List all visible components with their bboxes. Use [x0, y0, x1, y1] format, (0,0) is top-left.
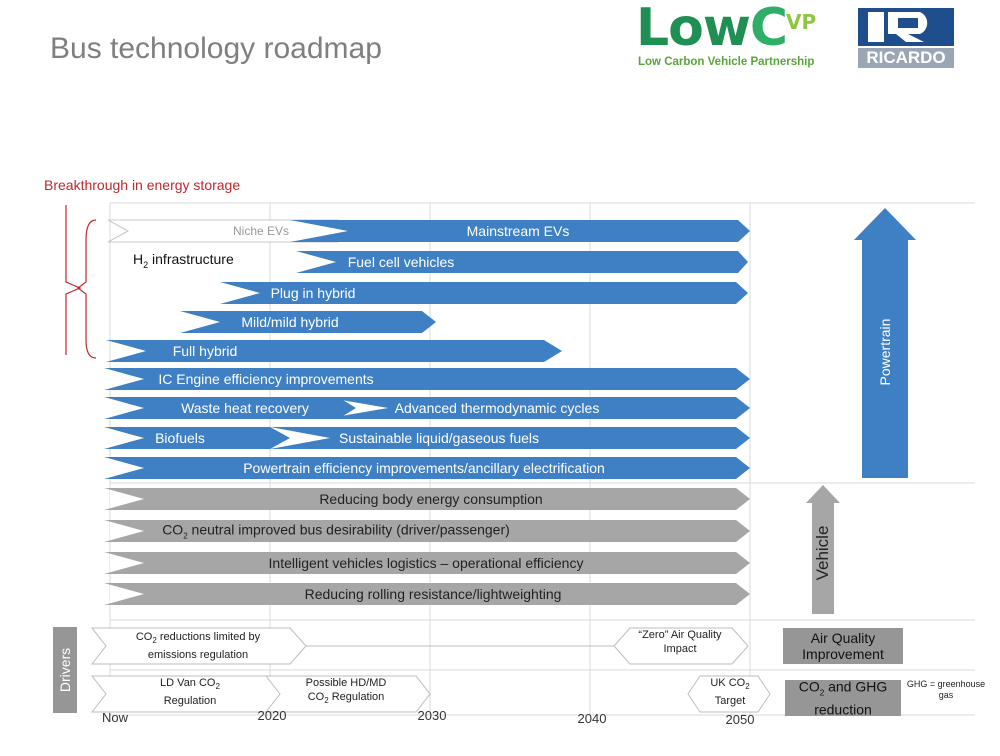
powertrain-bars [104, 220, 750, 479]
vehicle-category-arrow [806, 485, 840, 614]
ic-engine-label: IC Engine efficiency improvements [158, 371, 374, 387]
plug-in-hybrid-label: Plug in hybrid [270, 285, 356, 301]
waste-heat-bar [104, 397, 356, 419]
drivers-category-label: Drivers [57, 647, 73, 693]
tick-2020: 2020 [257, 708, 287, 723]
hd-md-label: Possible HD/MD CO2 Regulation [305, 676, 387, 706]
intelligent-logistics-bar [104, 552, 750, 574]
full-hybrid-label: Full hybrid [172, 343, 238, 359]
vehicle-category-label: Vehicle [813, 525, 832, 581]
fuel-cell-label: Fuel cell vehicles [347, 254, 455, 270]
body-energy-label: Reducing body energy consumption [319, 491, 543, 507]
breakthrough-label: Breakthrough in energy storage [44, 177, 241, 193]
co2-ghg-box [785, 680, 901, 716]
ghg-note: GHG = greenhouse gas [906, 679, 986, 700]
advanced-thermo-bar [324, 397, 750, 419]
page-title: Bus technology roadmap [50, 32, 382, 65]
full-hybrid-bar [106, 340, 562, 362]
h2-bracket [77, 219, 97, 359]
h2-infrastructure-label: H2 infrastructure [133, 251, 234, 270]
hd-md-shape [264, 675, 431, 713]
tick-2050: 2050 [725, 712, 755, 727]
biofuels-label: Biofuels [155, 430, 205, 446]
powertrain-category-label: Powertrain [877, 318, 893, 386]
powertrain-category-arrow [854, 208, 916, 478]
biofuels-bar [104, 427, 290, 449]
intelligent-logistics-label: Intelligent vehicles logistics – operati… [268, 555, 584, 571]
drivers-category-box [53, 627, 77, 713]
ricardo-logo: RICARDO [858, 8, 954, 68]
co2-limited-label: CO2 reductions limited by emissions regu… [135, 630, 261, 662]
air-quality-box [783, 628, 903, 664]
sustainable-fuels-label: Sustainable liquid/gaseous fuels [338, 430, 540, 446]
plug-in-hybrid-bar [220, 282, 748, 304]
lowcvp-logo: LowC VP Low Carbon Vehicle Partnership [636, 0, 817, 68]
mild-hybrid-label: Mild/mild hybrid [241, 314, 339, 330]
niche-evs-label: Niche EVs [232, 224, 290, 238]
zero-aq-shape [613, 627, 749, 665]
body-energy-bar [104, 488, 750, 510]
rolling-resistance-label: Reducing rolling resistance/lightweighti… [304, 586, 562, 602]
powertrain-efficiency-bar [104, 457, 750, 479]
co2-ghg-label: CO2 and GHG reduction [798, 678, 888, 718]
mainstream-evs-bar [290, 220, 750, 242]
vehicle-bars [104, 488, 750, 605]
sustainable-fuels-bar [270, 427, 750, 449]
mainstream-evs-label: Mainstream EVs [466, 223, 570, 239]
zero-aq-label: “Zero” Air Quality Impact [638, 629, 722, 655]
mild-hybrid-bar [180, 311, 436, 333]
rolling-resistance-bar [104, 583, 750, 605]
uk-target-label: UK CO2 Target [710, 676, 750, 708]
ld-van-label: LD Van CO2 Regulation [160, 676, 220, 708]
fuel-cell-bar [296, 251, 748, 273]
tick-2030: 2030 [417, 708, 447, 723]
co2-limited-shape [90, 627, 307, 665]
uk-target-shape [687, 675, 771, 713]
advanced-thermo-label: Advanced thermodynamic cycles [394, 400, 600, 416]
powertrain-efficiency-label: Powertrain efficiency improvements/ancil… [243, 460, 605, 476]
co2-neutral-label: CO2 neutral improved bus desirability (d… [162, 521, 510, 541]
tick-2040: 2040 [577, 711, 607, 726]
waste-heat-label: Waste heat recovery [181, 400, 309, 416]
ic-engine-bar [104, 368, 750, 390]
tick-now: Now [101, 710, 129, 725]
energy-storage-bracket [65, 205, 82, 355]
air-quality-label: Air Quality Improvement [802, 630, 884, 662]
co2-neutral-bar [104, 520, 750, 542]
